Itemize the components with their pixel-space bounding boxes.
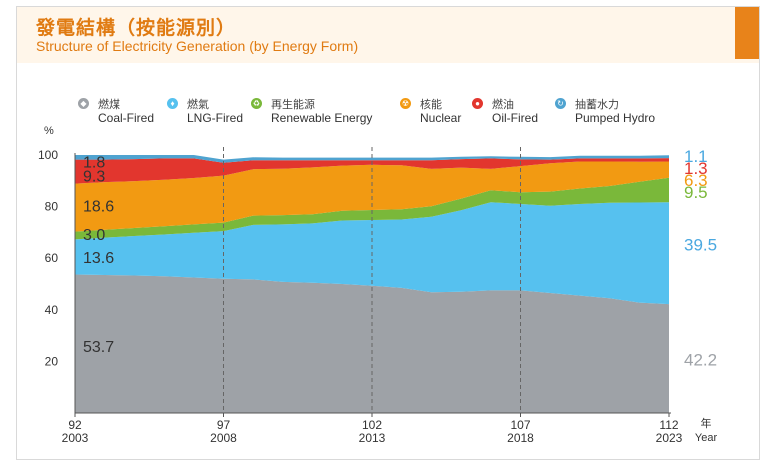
chart-title-chinese: 發電結構（按能源別） [36, 18, 237, 39]
legend-label-en: Nuclear [420, 111, 462, 125]
x-tick-label-roc-92: 92 [68, 418, 82, 432]
y-tick-label-60: 60 [45, 251, 59, 265]
legend-label-en: Pumped Hydro [575, 111, 656, 125]
radiation-icon: ☢ [400, 98, 411, 109]
x-axis-label-en: Year [695, 432, 718, 444]
end-data-label: 1.3 [684, 159, 708, 178]
end-data-label: 9.5 [684, 183, 708, 202]
start-data-label: 18.6 [83, 198, 114, 215]
start-data-label: 1.8 [83, 154, 105, 171]
legend-label-en: LNG-Fired [187, 111, 244, 125]
chart-title-english: Structure of Electricity Generation (by … [36, 38, 359, 54]
y-tick-label-20: 20 [45, 354, 59, 368]
x-tick-label-roc-102: 102 [362, 418, 382, 432]
legend: ◆ 燃煤 Coal-Fired ♦ 燃氣 LNG-Fired ♻ 再生能源 Re… [78, 97, 698, 131]
water-cycle-icon: ↻ [555, 98, 566, 109]
legend-label-en: Coal-Fired [98, 111, 155, 125]
legend-label-zh: 燃煤 [98, 99, 120, 111]
legend-label-zh: 再生能源 [271, 99, 315, 111]
header-bar [17, 7, 759, 63]
x-tick-label-roc-107: 107 [510, 418, 530, 432]
x-tick-label-ad-2018: 2018 [507, 431, 534, 445]
end-data-label: 42.2 [684, 351, 717, 370]
end-data-label: 1.1 [684, 147, 708, 166]
x-tick-label-roc-97: 97 [217, 418, 231, 432]
y-tick-label-40: 40 [45, 303, 59, 317]
y-tick-label-80: 80 [45, 200, 59, 214]
y-axis-unit: % [44, 125, 54, 137]
legend-label-zh: 核能 [420, 99, 442, 111]
legend-label-zh: 燃油 [492, 99, 514, 111]
legend-label-zh: 燃氣 [187, 99, 209, 111]
start-data-label: 9.3 [83, 169, 105, 186]
x-tick-label-ad-2008: 2008 [210, 431, 237, 445]
gas-flame-icon: ♦ [167, 98, 178, 109]
legend-label-en: Oil-Fired [492, 111, 539, 125]
x-tick-label-ad-2013: 2013 [359, 431, 386, 445]
x-tick-label-ad-2023: 2023 [656, 431, 683, 445]
x-tick-label-roc-112: 112 [659, 418, 678, 432]
x-axis-label-zh: 年 [701, 416, 712, 430]
recycle-icon: ♻ [251, 98, 262, 109]
start-data-label: 13.6 [83, 250, 114, 267]
coal-icon: ◆ [78, 98, 89, 109]
area-renewable [75, 177, 669, 240]
legend-label-en: Renewable Energy [271, 111, 373, 125]
x-tick-label-ad-2003: 2003 [62, 431, 89, 445]
end-data-label: 6.3 [684, 171, 708, 190]
header-accent-tab [735, 7, 759, 59]
end-data-label: 39.5 [684, 236, 717, 255]
start-data-label: 53.7 [83, 339, 114, 356]
legend-label-zh: 抽蓄水力 [575, 99, 619, 111]
oil-drop-icon: ● [472, 98, 483, 109]
start-data-label: 3.0 [83, 227, 105, 244]
y-tick-label-100: 100 [38, 148, 58, 162]
